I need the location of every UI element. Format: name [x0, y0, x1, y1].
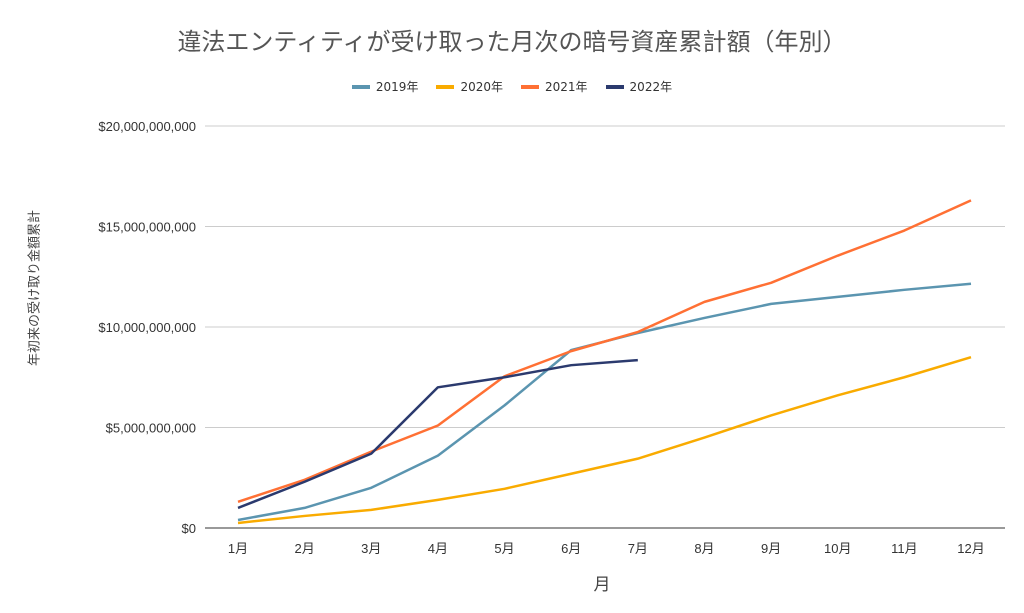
legend-item: 2021年 — [521, 78, 588, 95]
legend-swatch — [351, 84, 370, 89]
legend-item: 2020年 — [436, 78, 503, 95]
legend: 2019年 2020年 2021年 2022年 — [0, 78, 1024, 95]
legend-label: 2021年 — [545, 80, 588, 94]
x-tick-label: 6月 — [561, 541, 581, 556]
legend-label: 2019年 — [375, 80, 419, 94]
x-tick-label: 8月 — [694, 541, 714, 556]
x-axis-label: 月 — [593, 575, 611, 595]
x-tick-label: 7月 — [628, 541, 648, 556]
legend-swatch — [605, 84, 624, 89]
x-tick-label: 1月 — [228, 541, 248, 556]
y-tick-label: $10,000,000,000 — [98, 320, 196, 335]
legend-item: 2019年 — [351, 78, 419, 95]
x-tick-label: 5月 — [494, 541, 514, 556]
series-line-2022年 — [237, 358, 638, 510]
series-line-2019年 — [237, 282, 972, 522]
y-tick-label: $5,000,000,000 — [106, 421, 196, 436]
x-tick-label: 3月 — [361, 541, 381, 556]
x-tick-label: 4月 — [428, 541, 448, 556]
legend-label: 2020年 — [460, 80, 503, 94]
x-tick-label: 12月 — [957, 541, 984, 556]
x-tick-label: 11月 — [891, 541, 918, 556]
legend-swatch — [436, 84, 455, 89]
x-tick-label: 10月 — [824, 541, 851, 556]
series-line-2021年 — [237, 199, 972, 504]
x-tick-label: 2月 — [295, 541, 315, 556]
legend-item: 2022年 — [605, 78, 673, 95]
y-tick-label: $0 — [182, 521, 196, 536]
y-tick-label: $15,000,000,000 — [98, 220, 196, 235]
x-tick-label: 9月 — [761, 541, 781, 556]
y-tick-label: $20,000,000,000 — [98, 119, 196, 134]
series-line-2020年 — [237, 355, 972, 525]
legend-swatch — [521, 84, 539, 89]
chart-title: 違法エンティティが受け取った月次の暗号資産累計額（年別） — [177, 28, 847, 56]
legend-label: 2022年 — [629, 80, 673, 94]
